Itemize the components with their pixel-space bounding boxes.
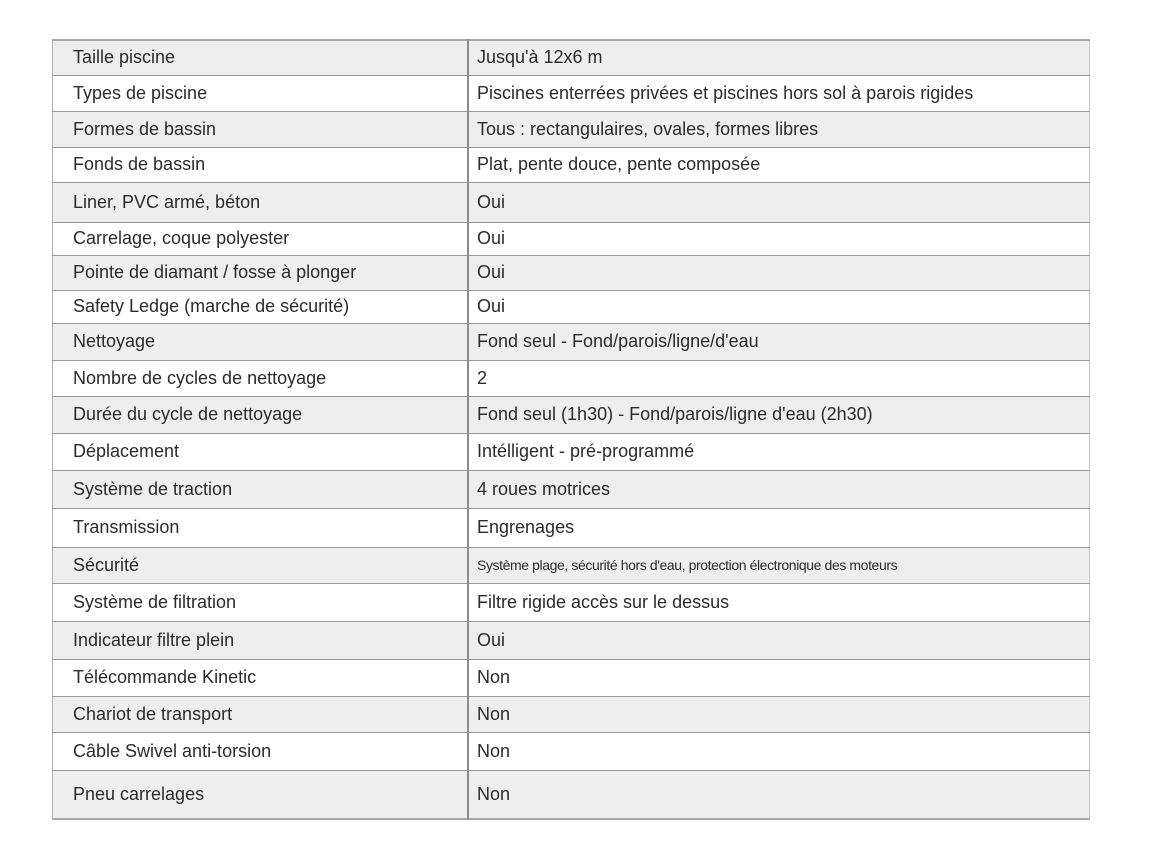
table-row: Taille piscine Jusqu'à 12x6 m xyxy=(52,40,1090,76)
spec-label: Types de piscine xyxy=(52,75,468,112)
spec-value: Jusqu'à 12x6 m xyxy=(467,40,1090,76)
spec-value: 4 roues motrices xyxy=(467,470,1090,509)
spec-value: Non xyxy=(467,732,1090,771)
table-row: Sécurité Système plage, sécurité hors d'e… xyxy=(52,547,1090,584)
spec-value: Oui xyxy=(467,222,1090,256)
spec-value: Fond seul - Fond/parois/ligne/d'eau xyxy=(467,323,1090,361)
table-row: Chariot de transport Non xyxy=(52,696,1090,733)
table-row: Formes de bassin Tous : rectangulaires, o… xyxy=(52,111,1090,148)
table-row: Système de traction 4 roues motrices xyxy=(52,470,1090,509)
spec-label: Nombre de cycles de nettoyage xyxy=(52,360,468,397)
spec-label: Câble Swivel anti-torsion xyxy=(52,732,468,771)
spec-label: Carrelage, coque polyester xyxy=(52,222,468,256)
table-row: Indicateur filtre plein Oui xyxy=(52,621,1090,660)
spec-value: Intélligent - pré-programmé xyxy=(467,433,1090,471)
specifications-table: Taille piscine Jusqu'à 12x6 m Types de pis… xyxy=(52,39,1090,820)
spec-label: Liner, PVC armé, béton xyxy=(52,182,468,223)
spec-value: 2 xyxy=(467,360,1090,397)
spec-label: Sécurité xyxy=(52,547,468,584)
table-row: Nettoyage Fond seul - Fond/parois/ligne/d… xyxy=(52,323,1090,361)
spec-value: Oui xyxy=(467,290,1090,324)
spec-label: Transmission xyxy=(52,508,468,548)
spec-label: Nettoyage xyxy=(52,323,468,361)
spec-value: Non xyxy=(467,770,1090,820)
table-row: Télécommande Kinetic Non xyxy=(52,659,1090,697)
spec-value: Non xyxy=(467,696,1090,733)
table-row: Pneu carrelages Non xyxy=(52,770,1090,820)
spec-value: Système plage, sécurité hors d'eau, prot… xyxy=(467,547,1090,584)
spec-value: Fond seul (1h30) - Fond/parois/ligne d'e… xyxy=(467,396,1090,434)
table-row: Durée du cycle de nettoyage Fond seul (1h… xyxy=(52,396,1090,434)
spec-label: Pointe de diamant / fosse à plonger xyxy=(52,255,468,291)
spec-label: Fonds de bassin xyxy=(52,147,468,183)
table-row: Carrelage, coque polyester Oui xyxy=(52,222,1090,256)
spec-label: Chariot de transport xyxy=(52,696,468,733)
table-row: Pointe de diamant / fosse à plonger Oui xyxy=(52,255,1090,291)
spec-value: Engrenages xyxy=(467,508,1090,548)
spec-label: Durée du cycle de nettoyage xyxy=(52,396,468,434)
table-row: Fonds de bassin Plat, pente douce, pente … xyxy=(52,147,1090,183)
spec-label: Indicateur filtre plein xyxy=(52,621,468,660)
spec-label: Système de traction xyxy=(52,470,468,509)
spec-label: Pneu carrelages xyxy=(52,770,468,820)
spec-label: Déplacement xyxy=(52,433,468,471)
table-row: Système de filtration Filtre rigide accès… xyxy=(52,583,1090,622)
spec-value: Oui xyxy=(467,182,1090,223)
table-row: Types de piscine Piscines enterrées privé… xyxy=(52,75,1090,112)
table-row: Câble Swivel anti-torsion Non xyxy=(52,732,1090,771)
table-row: Nombre de cycles de nettoyage 2 xyxy=(52,360,1090,397)
spec-value: Oui xyxy=(467,621,1090,660)
spec-label: Système de filtration xyxy=(52,583,468,622)
spec-value: Filtre rigide accès sur le dessus xyxy=(467,583,1090,622)
spec-label: Télécommande Kinetic xyxy=(52,659,468,697)
table-row: Déplacement Intélligent - pré-programmé xyxy=(52,433,1090,471)
spec-label: Taille piscine xyxy=(52,40,468,76)
spec-value: Tous : rectangulaires, ovales, formes li… xyxy=(467,111,1090,148)
spec-value: Oui xyxy=(467,255,1090,291)
table-row: Liner, PVC armé, béton Oui xyxy=(52,182,1090,223)
spec-label: Formes de bassin xyxy=(52,111,468,148)
spec-label: Safety Ledge (marche de sécurité) xyxy=(52,290,468,324)
table-row: Safety Ledge (marche de sécurité) Oui xyxy=(52,290,1090,324)
spec-value: Piscines enterrées privées et piscines h… xyxy=(467,75,1090,112)
table-row: Transmission Engrenages xyxy=(52,508,1090,548)
spec-value: Non xyxy=(467,659,1090,697)
spec-value: Plat, pente douce, pente composée xyxy=(467,147,1090,183)
